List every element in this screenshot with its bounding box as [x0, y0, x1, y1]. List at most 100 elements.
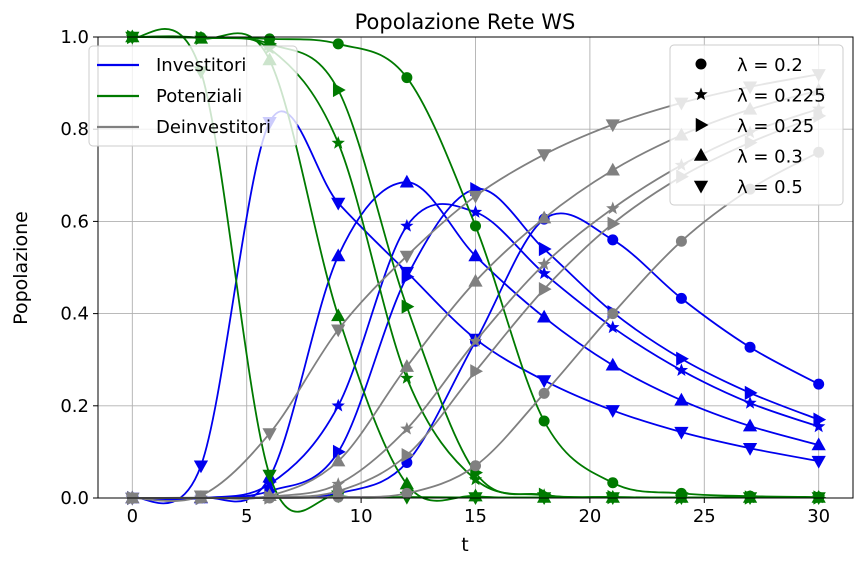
data-point-marker [538, 241, 552, 257]
data-point-marker [332, 444, 346, 460]
legend-label: λ = 0.3 [737, 147, 803, 168]
data-point-marker [399, 476, 414, 490]
data-point-marker [743, 396, 757, 409]
data-point-marker [674, 492, 689, 506]
data-point-marker [331, 398, 345, 412]
data-point-marker [400, 421, 414, 435]
data-point-marker [742, 492, 758, 506]
y-tick-label: 1.0 [60, 27, 89, 48]
x-tick-label: 0 [127, 506, 138, 527]
data-point-marker [331, 308, 346, 322]
data-point-marker [538, 415, 550, 427]
data-point-marker [674, 392, 689, 406]
data-point-marker [468, 472, 483, 486]
data-point-marker [537, 375, 552, 388]
data-point-marker [468, 205, 483, 218]
data-point-marker [401, 72, 413, 84]
data-point-marker [811, 492, 826, 506]
data-point-marker [675, 292, 687, 304]
data-point-marker [468, 492, 483, 506]
data-point-marker [811, 437, 826, 451]
legend-label: Deinvestitori [156, 117, 271, 138]
data-point-marker [125, 31, 140, 45]
data-point-marker [401, 299, 415, 314]
chart-title: Popolazione Rete WS [355, 10, 576, 34]
data-point-marker [744, 341, 756, 353]
data-point-marker [607, 234, 619, 246]
data-point-marker [193, 460, 209, 474]
data-point-marker [605, 162, 620, 176]
data-point-marker [605, 119, 620, 133]
data-point-marker [813, 412, 827, 427]
data-point-marker [811, 455, 826, 469]
data-point-marker [676, 351, 689, 366]
x-tick-label: 5 [241, 506, 252, 527]
legend-box [88, 45, 298, 147]
data-point-marker [674, 363, 689, 376]
data-point-marker [193, 490, 209, 504]
y-axis-label: Popolazione [10, 211, 32, 325]
legend-label: λ = 0.2 [737, 55, 803, 76]
legend-label: Investitori [156, 55, 246, 76]
data-point-marker [607, 308, 619, 320]
data-point-marker [607, 477, 619, 489]
data-point-marker [674, 426, 689, 440]
legend-label: λ = 0.5 [737, 177, 803, 198]
legend-marker [695, 117, 709, 133]
data-point-marker [331, 136, 345, 149]
data-point-marker [331, 453, 346, 467]
data-point-marker [468, 273, 483, 287]
data-point-marker [332, 483, 346, 499]
data-point-marker [125, 492, 140, 506]
legend-label: Potenziali [156, 86, 242, 107]
data-point-marker [813, 378, 825, 390]
y-tick-label: 0.8 [60, 119, 89, 140]
data-point-marker [399, 174, 414, 188]
data-point-marker [331, 197, 346, 211]
data-point-marker [742, 442, 758, 456]
data-point-marker [262, 477, 277, 490]
data-point-marker [262, 428, 277, 441]
x-tick-label: 25 [693, 506, 716, 527]
legend-marker [694, 87, 708, 101]
data-point-marker [537, 257, 551, 270]
data-point-marker [742, 418, 758, 432]
data-point-marker [468, 334, 483, 347]
y-tick-label: 0.2 [60, 396, 89, 417]
data-point-marker [537, 149, 552, 163]
legend-box [669, 44, 844, 206]
data-point-marker [400, 219, 414, 232]
data-point-marker [538, 282, 552, 297]
data-point-marker [470, 220, 481, 232]
legend-label: λ = 0.25 [737, 116, 814, 137]
x-tick-label: 30 [807, 506, 830, 527]
data-point-marker [537, 309, 552, 323]
legend-marker [693, 148, 709, 161]
data-point-marker [470, 364, 483, 379]
data-point-marker [812, 419, 826, 433]
data-point-marker [399, 266, 414, 280]
data-point-marker [605, 405, 620, 418]
data-point-marker [606, 320, 620, 334]
data-point-marker [399, 359, 414, 372]
legend-groups: Investitori Potenziali Deinvestitori [88, 45, 298, 147]
data-point-marker [744, 385, 758, 401]
axes: 0 5 10 15 20 25 30 0.0 0.2 0.4 0.6 0.8 1.0 [60, 27, 830, 527]
data-point-marker [605, 492, 620, 506]
data-point-marker [538, 387, 550, 399]
data-point-marker [468, 190, 483, 204]
data-point-marker [331, 324, 346, 338]
legend-lambda: λ = 0.2 λ = 0.225 λ = 0.25 λ = 0.3 λ = 0.5 [669, 44, 844, 206]
data-point-marker [332, 82, 346, 98]
data-point-marker [605, 357, 620, 371]
data-point-marker [537, 210, 552, 224]
x-tick-label: 20 [578, 506, 601, 527]
data-point-marker [401, 448, 415, 463]
data-point-marker [332, 38, 344, 50]
data-point-marker [537, 266, 551, 280]
data-point-marker [606, 201, 620, 215]
data-point-marker [470, 460, 481, 472]
data-point-marker [468, 248, 483, 262]
data-point-marker [401, 487, 413, 499]
